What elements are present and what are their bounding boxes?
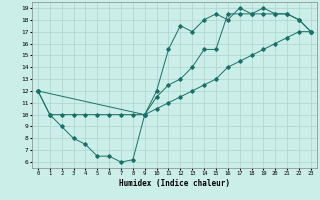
X-axis label: Humidex (Indice chaleur): Humidex (Indice chaleur) — [119, 179, 230, 188]
